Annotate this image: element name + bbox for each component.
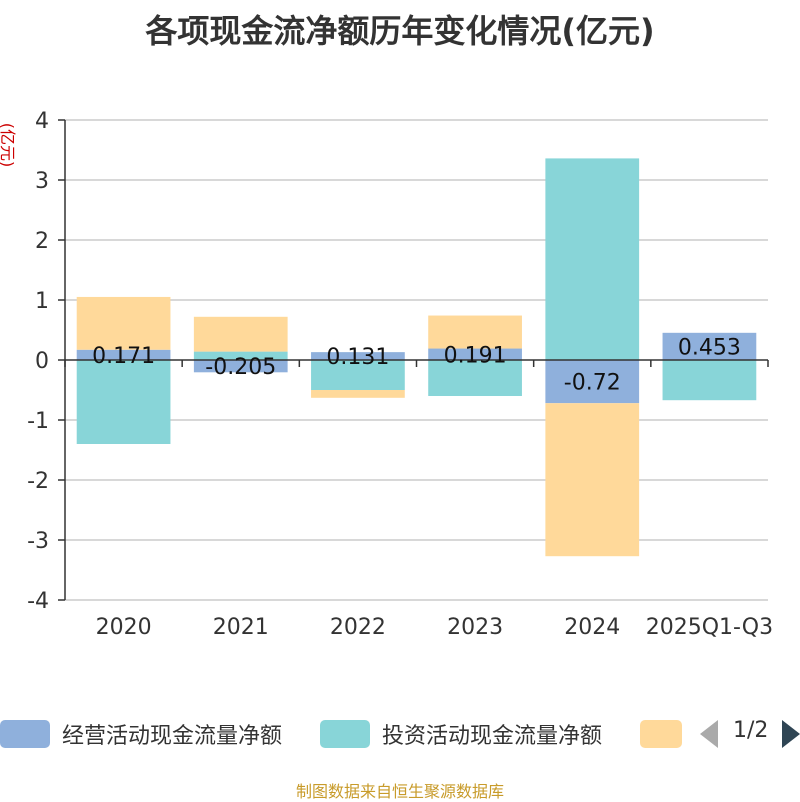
bar-3-2020 — [76, 296, 171, 350]
y-tick-label: 2 — [35, 229, 49, 254]
y-tick-label: -3 — [27, 529, 49, 554]
legend-item-financing[interactable] — [640, 716, 682, 752]
legend-prev-page-icon[interactable] — [700, 720, 718, 748]
bar-2-2021 — [193, 351, 288, 360]
y-tick-label: -1 — [27, 409, 49, 434]
bar-1-2022 — [311, 352, 405, 360]
bar-2-2025q1-q3 — [662, 360, 757, 401]
bar-1-2020 — [76, 349, 171, 360]
bar-2-2020 — [76, 360, 171, 444]
data-label: 0.453 — [678, 335, 741, 360]
bar-2-2024 — [545, 158, 640, 360]
y-tick-label: -4 — [27, 589, 49, 614]
data-label: -0.72 — [564, 371, 621, 396]
x-tick-label: 2024 — [564, 615, 620, 640]
legend-label-investing: 投资活动现金流量净额 — [382, 724, 603, 749]
legend-label-operating: 经营活动现金流量净额 — [62, 724, 283, 749]
chart-title: 各项现金流净额历年变化情况(亿元) — [145, 12, 655, 50]
bar-3-2021 — [193, 316, 288, 352]
y-tick-label: 1 — [35, 289, 49, 314]
legend-swatch-operating — [0, 720, 50, 748]
bar-1-2021 — [193, 360, 288, 373]
legend-page-indicator: 1/2 — [733, 718, 769, 743]
x-tick-label: 2023 — [447, 615, 503, 640]
x-tick-label: 2021 — [213, 615, 269, 640]
bar-2-2022 — [311, 360, 405, 390]
bar-3-2024 — [545, 403, 640, 557]
bar-3-2023 — [428, 315, 522, 349]
data-label: 0.191 — [444, 343, 507, 368]
x-tick-label: 2025Q1-Q3 — [646, 615, 773, 640]
legend-next-page-icon[interactable] — [782, 720, 800, 748]
chart-area: (亿元) 4 3 2 1 0 -1 -2 -3 -4 2020 2021 2022 2023 2024 20… — [0, 109, 773, 640]
legend-item-investing[interactable]: 投资活动现金流量净额 — [320, 716, 602, 752]
y-tick-label: -2 — [27, 469, 49, 494]
y-tick-label: 3 — [35, 169, 49, 194]
y-tick-label: 0 — [35, 349, 49, 374]
y-tick-label: 4 — [35, 109, 49, 134]
y-axis-label: (亿元) — [0, 123, 17, 168]
data-label: -0.205 — [205, 355, 276, 380]
data-source-note: 制图数据来自恒生聚源数据库 — [295, 782, 504, 801]
x-tick-label: 2022 — [330, 615, 386, 640]
bar-1-2023 — [428, 348, 522, 360]
data-label: 0.131 — [326, 345, 389, 370]
bar-1-2025q1-q3 — [662, 332, 757, 360]
legend-item-operating[interactable]: 经营活动现金流量净额 — [0, 716, 282, 752]
data-label: 0.171 — [92, 344, 155, 369]
bar-3-2022 — [311, 390, 405, 398]
bar-1-2024 — [545, 360, 640, 404]
legend-swatch-financing — [640, 720, 682, 748]
legend-swatch-investing — [320, 720, 370, 748]
x-tick-label: 2020 — [96, 615, 152, 640]
bar-2-2023 — [428, 360, 522, 396]
legend: 经营活动现金流量净额 投资活动现金流量净额 1/2 — [0, 716, 800, 756]
